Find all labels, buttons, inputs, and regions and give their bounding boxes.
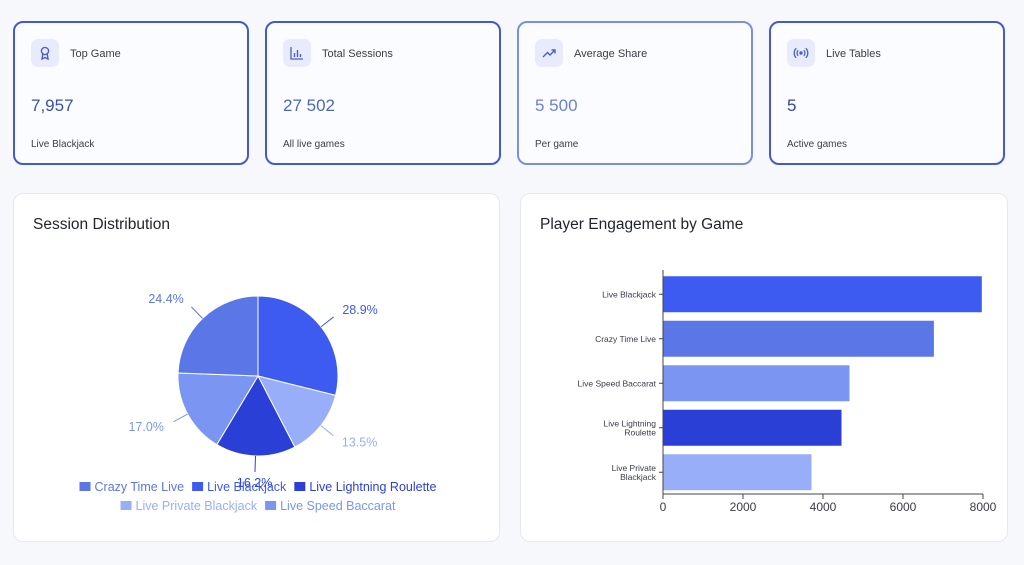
kpi-value: 7,957 — [31, 96, 74, 115]
pie-percent-label: 24.4% — [148, 292, 183, 306]
kpi-value: 27 502 — [283, 96, 335, 115]
kpi-subtitle: Live Blackjack — [31, 139, 95, 150]
pie-percent-label: 28.9% — [342, 303, 377, 317]
kpi-subtitle: Per game — [535, 139, 579, 150]
legend-swatch-live-speed-baccarat — [265, 501, 277, 510]
y-tick-label: Live Private — [612, 463, 657, 473]
x-tick-label: 8000 — [970, 500, 997, 514]
bar-live-blackjack — [663, 276, 982, 313]
pie-leader-line — [173, 413, 188, 423]
kpi-card-total-sessions: Total Sessions 27 502 All live games — [265, 21, 501, 165]
y-tick-label: Live Speed Baccarat — [578, 378, 657, 388]
kpi-card-average-share: Average Share 5 500 Per game — [517, 21, 753, 165]
legend-swatch-crazy-time-live — [79, 482, 91, 491]
x-tick-label: 6000 — [890, 500, 917, 514]
legend-label-live-speed-baccarat: Live Speed Baccarat — [280, 499, 396, 513]
pie-leader-line — [191, 306, 203, 319]
pie-percent-label: 13.5% — [342, 435, 377, 449]
kpi-subtitle: Active games — [787, 139, 848, 150]
pie-legend: Crazy Time Live Live Blackjack Live Lightn… — [79, 480, 437, 513]
x-tick-label: 4000 — [810, 500, 837, 514]
pie-leader-line — [320, 425, 334, 436]
y-tick-label: Live Lightning — [604, 418, 657, 428]
kpi-card-live-tables: Live Tables 5 Active games — [769, 21, 1005, 165]
kpi-title: Average Share — [574, 48, 648, 60]
legend-swatch-live-lightning-roulette — [294, 482, 306, 491]
bar-live-lightning-roulette — [663, 409, 842, 446]
pie-percent-label: 17.0% — [128, 420, 163, 434]
legend-label-crazy-time-live: Crazy Time Live — [95, 480, 185, 494]
player-engagement-chart: Live Blackjack Crazy Time Live Live Speed … — [578, 270, 997, 514]
trending-up-icon — [535, 39, 563, 67]
broadcast-icon — [787, 39, 815, 67]
pie-slice-crazy-time-live — [177, 295, 259, 377]
y-tick-label: Roulette — [624, 427, 656, 437]
kpi-card-top-game: Top Game 7,957 Live Blackjack — [13, 21, 249, 165]
bar-crazy-time-live — [663, 320, 934, 357]
pie-slice-live-speed-baccarat — [177, 372, 259, 446]
pie-leader-line — [320, 316, 334, 328]
kpi-title: Total Sessions — [322, 48, 393, 60]
panel-title: Session Distribution — [33, 216, 170, 233]
legend-label-live-blackjack: Live Blackjack — [207, 480, 287, 494]
legend-label-live-private-blackjack: Live Private Blackjack — [136, 499, 258, 513]
session-distribution-panel: Session Distribution 28.9% 13.5% 16.2% 17.0… — [13, 193, 500, 542]
pie-leader-line — [254, 455, 256, 472]
kpi-subtitle: All live games — [283, 139, 345, 150]
x-tick-label: 2000 — [730, 500, 757, 514]
kpi-value: 5 500 — [535, 96, 578, 115]
panel-title: Player Engagement by Game — [540, 216, 744, 233]
bar-live-private-blackjack — [663, 454, 812, 491]
player-engagement-panel: Player Engagement by Game Live Blackjack… — [520, 193, 1008, 542]
bar-chart-icon — [283, 39, 311, 67]
award-icon — [31, 39, 59, 67]
legend-swatch-live-blackjack — [192, 482, 204, 491]
y-tick-label: Live Blackjack — [602, 289, 657, 299]
pie-slice-live-lightning-roulette — [216, 374, 296, 457]
bar-live-speed-baccarat — [663, 365, 850, 402]
x-tick-label: 0 — [660, 500, 667, 514]
kpi-title: Top Game — [70, 48, 121, 60]
y-tick-label: Crazy Time Live — [595, 334, 656, 344]
kpi-title: Live Tables — [826, 48, 881, 60]
y-tick-label: Blackjack — [620, 472, 657, 482]
session-distribution-chart: 28.9% 13.5% 16.2% 17.0% 24.4% Crazy Time Live… — [79, 292, 437, 513]
legend-label-live-lightning-roulette: Live Lightning Roulette — [309, 480, 436, 494]
legend-swatch-live-private-blackjack — [120, 501, 132, 510]
pie-percent-label: 16.2% — [237, 476, 272, 490]
kpi-value: 5 — [787, 96, 797, 115]
